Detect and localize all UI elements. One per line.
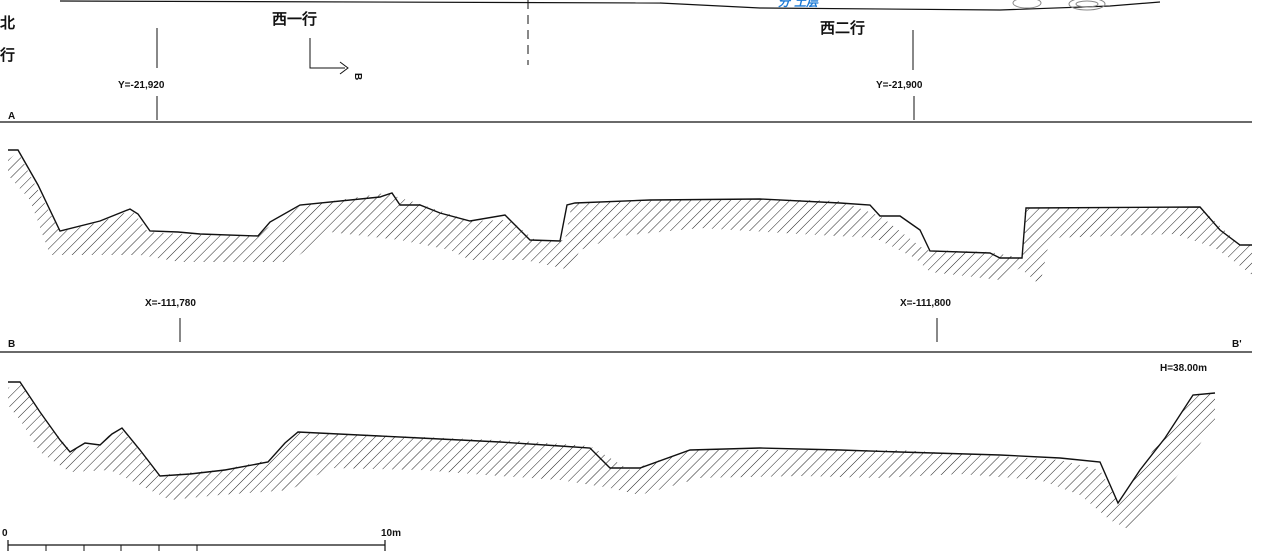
contour-circle-icon <box>1068 0 1106 11</box>
contour-circle-icon <box>1012 0 1042 9</box>
section-a-start-label: A <box>8 111 15 122</box>
grid-label-x1: X=-111,780 <box>145 298 196 309</box>
cut-arrow-icon <box>339 61 349 75</box>
datum-elevation-label: H=38.00m <box>1160 363 1207 374</box>
scale-start-label: 0 <box>2 528 8 539</box>
section-b-soil-hatch <box>8 382 1215 530</box>
section-b-ground-profile <box>8 381 1216 505</box>
blue-layer-label: 分 土层 <box>778 0 820 9</box>
west-row-2-label: 西二行 <box>820 19 865 37</box>
top-plan-strip: 西一行 西二行 分 土层 B 北 行 <box>0 0 1161 80</box>
section-a-ground-profile <box>8 149 1252 259</box>
cut-marker-b: B <box>352 73 363 80</box>
section-b-end-label: B' <box>1232 339 1242 350</box>
grid-label-y2: Y=-21,900 <box>876 80 923 91</box>
north-row-label-bottom: 行 <box>0 46 15 64</box>
scale-end-label: 10m <box>381 528 401 539</box>
west-row-1-label: 西一行 <box>272 10 317 28</box>
section-b: X=-111,780 X=-111,800 B B' H=38.00m <box>0 298 1252 530</box>
scale-bar: 0 10m <box>2 528 401 551</box>
cut-line-b <box>309 38 345 69</box>
north-row-label-top: 北 <box>0 14 15 32</box>
grid-label-y1: Y=-21,920 <box>118 80 165 91</box>
grid-label-x2: X=-111,800 <box>900 298 951 309</box>
section-a: Y=-21,920 Y=-21,900 A <box>0 80 1252 285</box>
section-b-start-label: B <box>8 339 15 350</box>
section-a-soil-hatch <box>8 152 1252 285</box>
